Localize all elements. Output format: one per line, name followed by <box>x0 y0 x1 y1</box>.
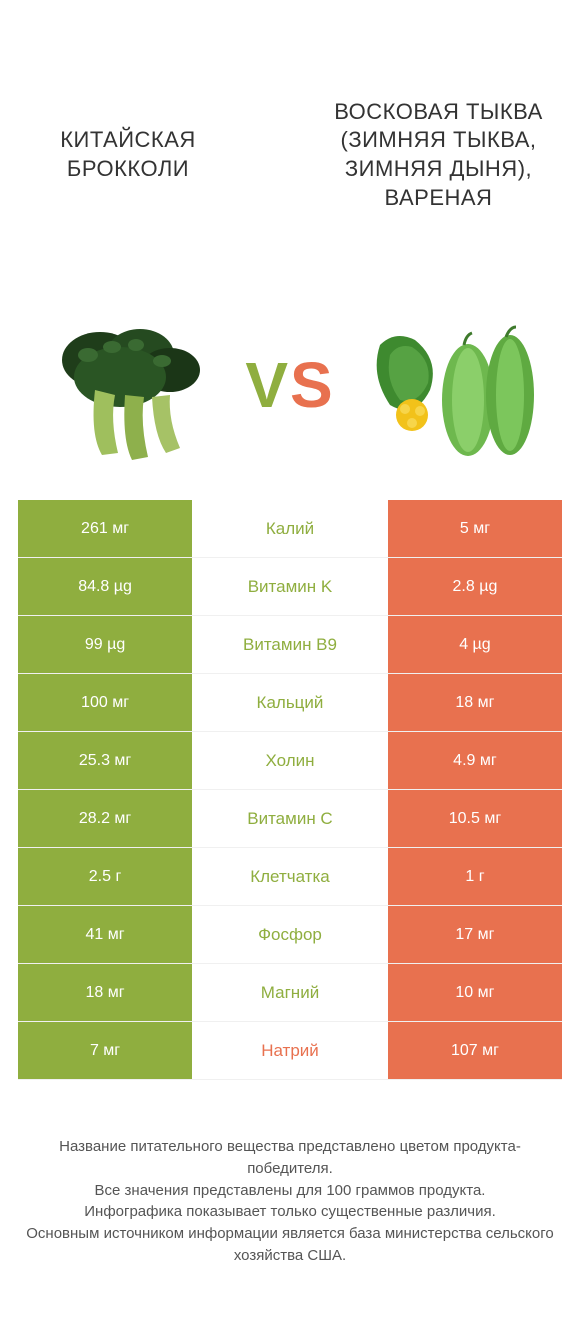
left-value: 261 мг <box>18 500 192 557</box>
vs-s: S <box>290 348 335 422</box>
footer-line-2: Все значения представлены для 100 граммо… <box>24 1180 556 1202</box>
footer-line-1: Название питательного вещества представл… <box>24 1136 556 1180</box>
table-row: 2.5 гКлетчатка1 г <box>18 848 562 906</box>
right-value: 5 мг <box>388 500 562 557</box>
wax-gourd-icon <box>360 305 540 465</box>
table-row: 28.2 мгВитамин C10.5 мг <box>18 790 562 848</box>
left-value: 28.2 мг <box>18 790 192 847</box>
left-value: 99 µg <box>18 616 192 673</box>
left-value: 84.8 µg <box>18 558 192 615</box>
table-row: 18 мгМагний10 мг <box>18 964 562 1022</box>
nutrient-label: Натрий <box>192 1022 388 1079</box>
table-row: 25.3 мгХолин4.9 мг <box>18 732 562 790</box>
nutrient-label: Витамин C <box>192 790 388 847</box>
left-food-title: КИТАЙСКАЯ БРОККОЛИ <box>20 126 236 183</box>
nutrient-label: Витамин K <box>192 558 388 615</box>
broccoli-icon <box>40 305 220 465</box>
table-row: 100 мгКальций18 мг <box>18 674 562 732</box>
nutrient-label: Магний <box>192 964 388 1021</box>
right-value: 4.9 мг <box>388 732 562 789</box>
nutrient-label: Витамин B9 <box>192 616 388 673</box>
vs-v: V <box>245 348 290 422</box>
right-value: 2.8 µg <box>388 558 562 615</box>
nutrient-label: Холин <box>192 732 388 789</box>
left-value: 41 мг <box>18 906 192 963</box>
footer-line-3: Инфографика показывает только существенн… <box>24 1201 556 1223</box>
nutrient-label: Кальций <box>192 674 388 731</box>
footer-notes: Название питательного вещества представл… <box>0 1080 580 1267</box>
right-value: 10.5 мг <box>388 790 562 847</box>
right-food-image <box>360 305 540 465</box>
right-value: 17 мг <box>388 906 562 963</box>
header: КИТАЙСКАЯ БРОККОЛИ ВОСКОВАЯ ТЫКВА (ЗИМНЯ… <box>0 0 580 290</box>
images-row: VS <box>0 290 580 500</box>
footer-line-4: Основным источником информации является … <box>24 1223 556 1267</box>
table-row: 7 мгНатрий107 мг <box>18 1022 562 1080</box>
left-value: 25.3 мг <box>18 732 192 789</box>
right-value: 4 µg <box>388 616 562 673</box>
table-row: 99 µgВитамин B94 µg <box>18 616 562 674</box>
right-value: 10 мг <box>388 964 562 1021</box>
nutrient-label: Клетчатка <box>192 848 388 905</box>
table-row: 261 мгКалий5 мг <box>18 500 562 558</box>
nutrient-label: Калий <box>192 500 388 557</box>
right-value: 107 мг <box>388 1022 562 1079</box>
left-value: 100 мг <box>18 674 192 731</box>
right-food-title: ВОСКОВАЯ ТЫКВА (ЗИМНЯЯ ТЫКВА, ЗИМНЯЯ ДЫН… <box>317 98 560 212</box>
table-row: 41 мгФосфор17 мг <box>18 906 562 964</box>
left-food-image <box>40 305 220 465</box>
right-value: 1 г <box>388 848 562 905</box>
right-value: 18 мг <box>388 674 562 731</box>
nutrient-table: 261 мгКалий5 мг84.8 µgВитамин K2.8 µg99 … <box>0 500 580 1080</box>
left-value: 18 мг <box>18 964 192 1021</box>
table-row: 84.8 µgВитамин K2.8 µg <box>18 558 562 616</box>
vs-label: VS <box>245 348 334 422</box>
left-value: 2.5 г <box>18 848 192 905</box>
left-value: 7 мг <box>18 1022 192 1079</box>
nutrient-label: Фосфор <box>192 906 388 963</box>
